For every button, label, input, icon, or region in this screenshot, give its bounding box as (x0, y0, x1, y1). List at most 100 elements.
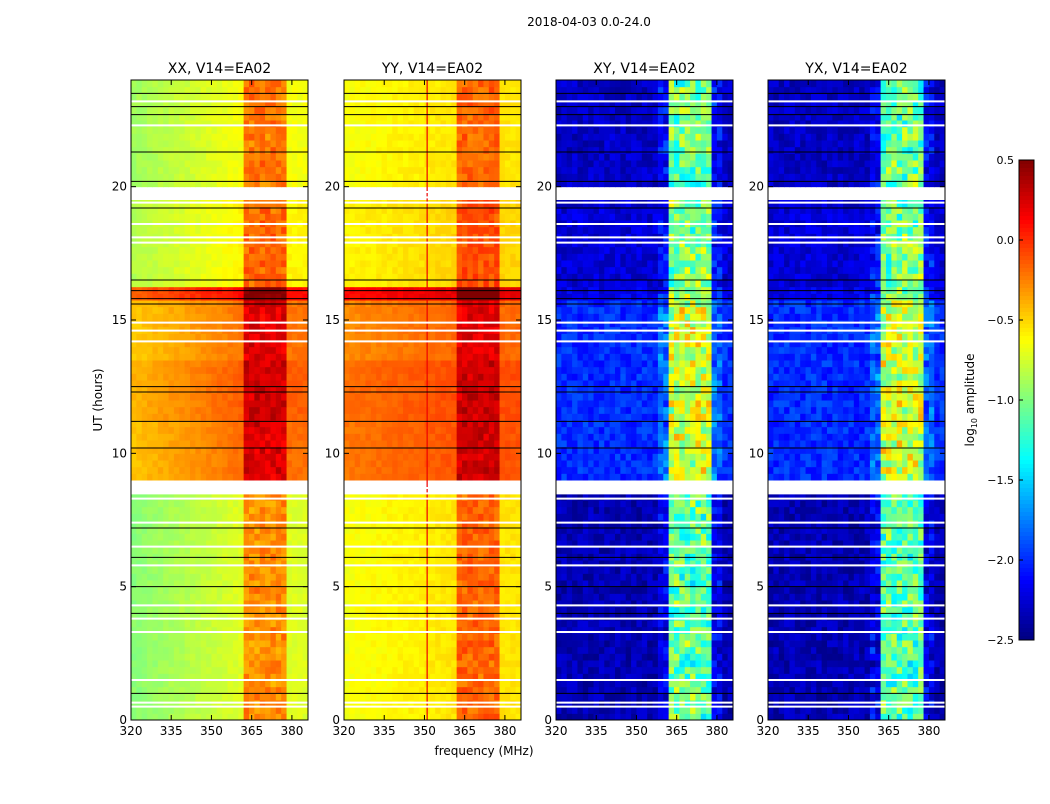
y-axis-label: UT (hours) (91, 368, 105, 431)
heatmap-cell (142, 693, 148, 700)
heatmap-cell (142, 640, 148, 647)
heatmap-cell (152, 667, 158, 674)
heatmap-cell (201, 433, 207, 440)
heatmap-cell (371, 500, 377, 507)
heatmap-cell (254, 400, 260, 407)
heatmap-cell (494, 413, 500, 420)
heatmap-cell (270, 453, 276, 460)
heatmap-cell (147, 353, 153, 360)
heatmap-cell (222, 373, 228, 380)
heatmap-cell (201, 313, 207, 320)
heatmap-cell (419, 620, 425, 627)
heatmap-cell (152, 280, 158, 287)
heatmap-cell (398, 707, 404, 714)
heatmap-cell (505, 593, 511, 600)
heatmap-cell (169, 407, 175, 414)
heatmap-cell (365, 680, 371, 687)
heatmap-cell (228, 147, 234, 154)
heatmap-cell (158, 440, 164, 447)
heatmap-cell (483, 507, 489, 514)
heatmap-cell (371, 460, 377, 467)
heatmap-cell (382, 427, 388, 434)
heatmap-cell (238, 533, 244, 540)
heatmap-cell (292, 400, 298, 407)
heatmap-cell (446, 333, 452, 340)
heatmap-cell (190, 140, 196, 147)
heatmap-cell (365, 360, 371, 367)
heatmap-cell (249, 127, 255, 134)
heatmap-cell (238, 213, 244, 220)
heatmap-cell (142, 633, 148, 640)
heatmap-cell (287, 460, 293, 467)
heatmap-cell (228, 640, 234, 647)
heatmap-cell (349, 573, 355, 580)
heatmap-cell (414, 580, 420, 587)
heatmap-cell (281, 593, 287, 600)
heatmap-cell (211, 247, 217, 254)
heatmap-cell (457, 433, 463, 440)
heatmap-cell (371, 693, 377, 700)
heatmap-cell (355, 467, 361, 474)
heatmap-cell (179, 380, 185, 387)
heatmap-cell (152, 273, 158, 280)
heatmap-cell (152, 393, 158, 400)
heatmap-cell (500, 687, 506, 694)
heatmap-cell (211, 373, 217, 380)
heatmap-cell (174, 253, 180, 260)
heatmap-cell (249, 347, 255, 354)
heatmap-cell (131, 93, 137, 100)
heatmap-cell (147, 707, 153, 714)
heatmap-cell (201, 460, 207, 467)
heatmap-cell (238, 573, 244, 580)
heatmap-cell (270, 460, 276, 467)
heatmap-cell (228, 280, 234, 287)
heatmap-cell (158, 107, 164, 114)
heatmap-cell (360, 607, 366, 614)
heatmap-cell (419, 653, 425, 660)
heatmap-cell (260, 153, 266, 160)
heatmap-cell (163, 400, 169, 407)
heatmap-cell (179, 460, 185, 467)
heatmap-cell (494, 367, 500, 374)
heatmap-cell (169, 293, 175, 300)
heatmap-cell (441, 640, 447, 647)
heatmap-cell (414, 467, 420, 474)
heatmap-cell (403, 393, 409, 400)
heatmap-cell (206, 573, 212, 580)
heatmap-cell (344, 587, 350, 594)
heatmap-cell (281, 573, 287, 580)
heatmap-cell (254, 513, 260, 520)
heatmap-cell (179, 140, 185, 147)
heatmap-cell (297, 140, 303, 147)
heatmap-cell (211, 333, 217, 340)
heatmap-cell (265, 440, 271, 447)
heatmap-cell (136, 400, 142, 407)
heatmap-cell (169, 473, 175, 480)
heatmap-cell (228, 273, 234, 280)
heatmap-cell (131, 453, 137, 460)
heatmap-cell (265, 713, 271, 720)
heatmap-cell (510, 400, 516, 407)
heatmap-cell (211, 173, 217, 180)
heatmap-cell (344, 360, 350, 367)
heatmap-cell (430, 400, 436, 407)
heatmap-cell (244, 473, 250, 480)
heatmap-cell (276, 260, 282, 267)
heatmap-cell (287, 687, 293, 694)
heatmap-cell (233, 460, 239, 467)
heatmap-cell (152, 507, 158, 514)
heatmap-cell (244, 693, 250, 700)
heatmap-cell (249, 167, 255, 174)
heatmap-cell (462, 567, 468, 574)
heatmap-cell (403, 453, 409, 460)
heatmap-cell (254, 167, 260, 174)
heatmap-cell (131, 680, 137, 687)
heatmap-cell (201, 140, 207, 147)
heatmap-cell (195, 593, 201, 600)
heatmap-cell (136, 453, 142, 460)
heatmap-cell (179, 680, 185, 687)
heatmap-cell (365, 333, 371, 340)
heatmap-cell (142, 547, 148, 554)
heatmap-cell (473, 593, 479, 600)
heatmap-cell (287, 640, 293, 647)
